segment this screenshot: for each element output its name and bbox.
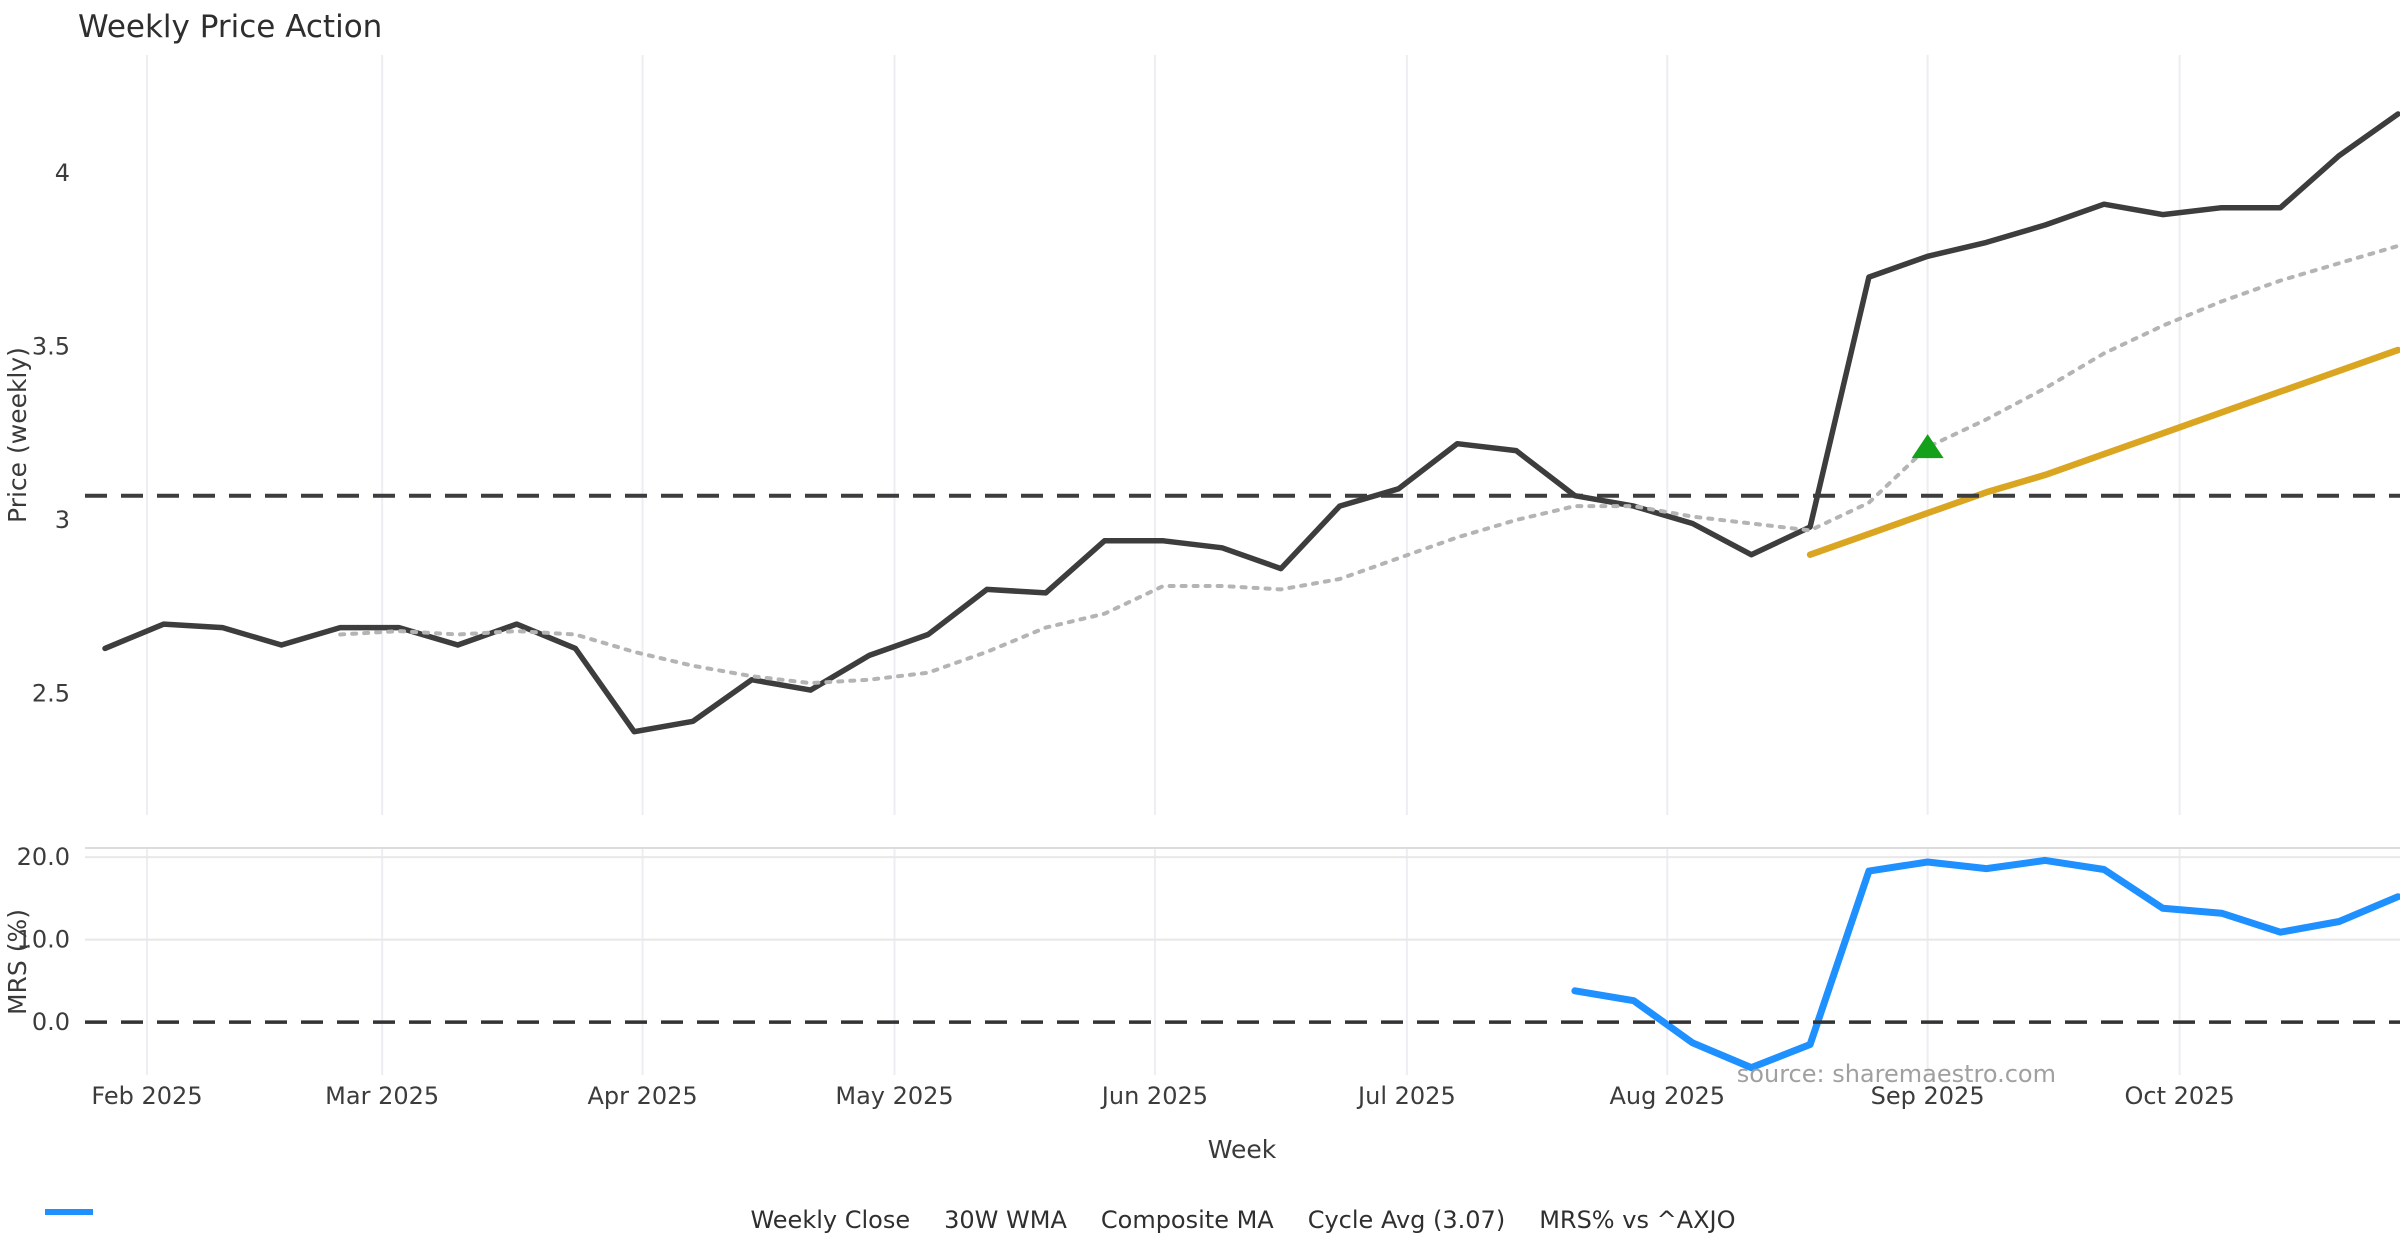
x-tick-label: May 2025 bbox=[835, 1082, 953, 1110]
y-tick-label: 20.0 bbox=[17, 843, 70, 871]
legend-label: Cycle Avg (3.07) bbox=[1307, 1206, 1506, 1234]
source-note: source: sharemaestro.com bbox=[1737, 1060, 2056, 1088]
x-axis-label: Week bbox=[1208, 1135, 1277, 1164]
gridlines bbox=[85, 55, 2400, 1075]
series-30w-wma bbox=[1806, 346, 2400, 558]
legend-swatch-icon bbox=[45, 1209, 93, 1215]
legend-label: MRS% vs ^AXJO bbox=[1539, 1206, 1736, 1234]
y-tick-label: 2.5 bbox=[32, 680, 70, 708]
price-axis-label: Price (weekly) bbox=[3, 347, 32, 523]
y-tick-label: 0.0 bbox=[32, 1008, 70, 1036]
x-tick-label: Apr 2025 bbox=[587, 1082, 697, 1110]
legend-item-weekly-close: Weekly Close bbox=[45, 1206, 911, 1234]
chart-series bbox=[85, 111, 2400, 1072]
legend-label: Composite MA bbox=[1100, 1206, 1274, 1234]
x-tick-label: Oct 2025 bbox=[2125, 1082, 2235, 1110]
series-composite-ma bbox=[338, 243, 2400, 686]
legend-item-mrs-vs-axjo: MRS% vs ^AXJO bbox=[45, 1206, 1736, 1234]
legend-item-composite-ma: Composite MA bbox=[45, 1206, 1274, 1234]
x-tick-label: Mar 2025 bbox=[325, 1082, 439, 1110]
x-tick-label: Jul 2025 bbox=[1356, 1082, 1456, 1110]
x-tick-label: Aug 2025 bbox=[1609, 1082, 1725, 1110]
x-tick-label: Feb 2025 bbox=[91, 1082, 202, 1110]
y-tick-label: 3 bbox=[55, 506, 70, 534]
axis-ticks: 2.5 3 3.5 4 0.0 10.0 20.0 Feb 2025 Mar 2025 Apr 2… bbox=[17, 159, 2235, 1110]
x-tick-label: Jun 2025 bbox=[1100, 1082, 1208, 1110]
y-tick-label: 4 bbox=[55, 159, 70, 187]
chart-legend: Weekly Close 30W WMA Composite MA Cycle Avg… bbox=[43, 1206, 2400, 1234]
x-tick-label: Sep 2025 bbox=[1871, 1082, 1985, 1110]
signal-triangle-icon bbox=[1911, 434, 1944, 459]
series-mrs-vs-axjo bbox=[1571, 856, 2400, 1072]
y-tick-label: 10.0 bbox=[17, 926, 70, 954]
chart-title: Weekly Price Action bbox=[78, 9, 382, 45]
series-weekly-close bbox=[102, 111, 2400, 735]
legend-label: Weekly Close bbox=[750, 1206, 911, 1234]
y-tick-label: 3.5 bbox=[32, 333, 70, 361]
legend-label: 30W WMA bbox=[944, 1206, 1067, 1234]
mrs-axis-label: MRS (%) bbox=[3, 909, 32, 1015]
legend-item-30w-wma: 30W WMA bbox=[45, 1206, 1067, 1234]
legend-item-cycle-avg-3-07-: Cycle Avg (3.07) bbox=[45, 1206, 1506, 1234]
